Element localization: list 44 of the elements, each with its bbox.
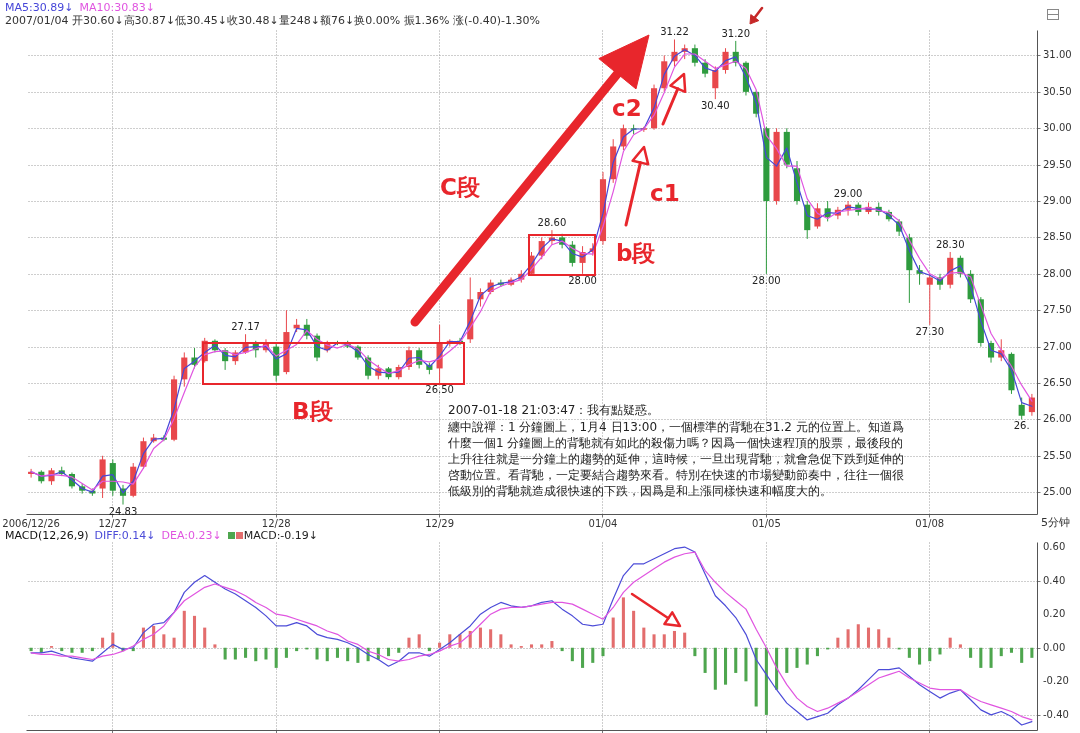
annotation: C段	[440, 174, 480, 200]
text: 31.22	[660, 26, 689, 38]
text: 28.00	[568, 274, 597, 286]
y-tick-label: 27.00	[1043, 340, 1072, 352]
annotation: 纏中說禪：1 分鐘圖上，1月4 日13:00，一個標準的背馳在31.2 元的位置上。知道爲什麼一個1 分鐘圖上的背馳就有如此的殺傷力嗎？因爲一個快速程頂的股票，最後段的上升往往就是一分鐘上的趨勢的延伸，這時候，一旦出現背馳，就會急促下跌到延伸的啓動位置。看背馳，一定要結合趨勢來看。特別在快速的市場變動節奏中，往往一個很低級別的背馳就造成很快速的下跌，因爲是和上漲同樣快速和幅度大的。	[448, 419, 905, 499]
y-tick-label: 27.50	[1043, 304, 1072, 316]
text: 31.20	[721, 27, 751, 39]
y-tick-label: 30.50	[1043, 85, 1072, 97]
x-tick-label: 12/28	[261, 518, 291, 529]
annotation: c2	[612, 95, 642, 121]
y-tick-label: 28.00	[1043, 267, 1072, 279]
text: MA5:30.89↓	[5, 1, 74, 14]
x-tick-label: 2006/12/26	[2, 518, 60, 529]
x-tick-label: 12/29	[425, 518, 454, 529]
text: 26.50	[425, 383, 454, 395]
y-tick-label: 25.50	[1043, 449, 1072, 461]
y-tick-label: 26.00	[1043, 413, 1072, 425]
text: 28.30	[935, 238, 965, 250]
text: 24.83	[108, 505, 138, 517]
annotation: c1	[650, 180, 680, 206]
text: 30.40	[701, 100, 730, 112]
annotation: B段	[292, 398, 333, 424]
x-tick-label: 01/05	[751, 518, 781, 529]
text: 27.17	[231, 321, 260, 333]
x-tick-label: 01/04	[588, 518, 618, 529]
y-tick-label: 26.50	[1043, 376, 1072, 388]
y-tick-label: 28.50	[1043, 231, 1072, 243]
text: 28.00	[752, 274, 781, 286]
y-tick-label: 30.00	[1043, 122, 1072, 134]
x-tick-label: 01/08	[915, 518, 945, 529]
text: 5分钟	[1041, 516, 1070, 529]
x-tick-label: 12/27	[98, 518, 128, 529]
y-tick-label: 29.50	[1043, 158, 1072, 170]
text: 26.	[1013, 420, 1030, 432]
y-tick-label: 29.00	[1043, 195, 1072, 207]
annotation: b段	[616, 240, 656, 266]
annotation: 2007-01-18 21:03:47：我有點疑惑。	[448, 402, 661, 418]
y-tick-label: 31.00	[1043, 49, 1072, 61]
text: MA10:30.83↓	[79, 1, 155, 14]
chart-subtitle: 2007/01/04 开30.60↓高30.87↓低30.45↓收30.48↓量248↓额76↓换0.00% 振1.36% 涨(-0.40)-1.30%	[5, 14, 540, 27]
text: 27.30	[915, 325, 945, 337]
text: 28.60	[537, 217, 567, 229]
y-tick-label: 25.00	[1043, 486, 1072, 498]
text: 29.00	[833, 188, 863, 200]
